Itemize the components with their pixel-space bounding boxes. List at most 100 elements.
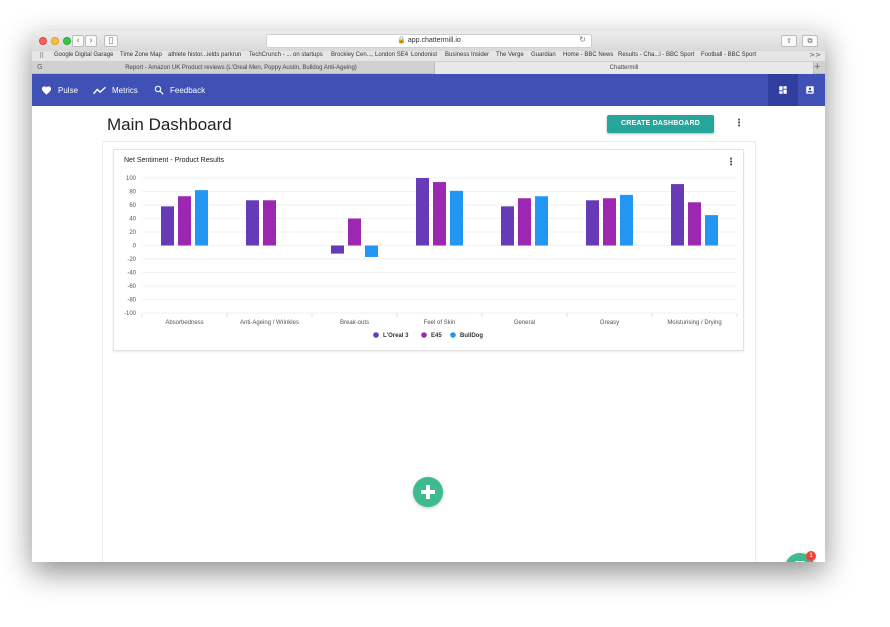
bar xyxy=(433,182,446,246)
bar xyxy=(263,200,276,246)
bookmark-item[interactable]: Guardian xyxy=(531,52,556,58)
plus-icon xyxy=(421,485,435,499)
bar xyxy=(603,198,616,246)
address-bar[interactable]: 🔒 app.chattermill.io ↻ xyxy=(266,34,592,48)
bookmark-item[interactable]: TechCrunch - ... on startups xyxy=(249,52,323,58)
nav-feedback-label: Feedback xyxy=(170,85,206,95)
bookmark-item[interactable]: Google Digital Garage xyxy=(54,52,114,58)
chart-title: Net Sentiment - Product Results xyxy=(124,157,224,164)
bar xyxy=(331,245,344,254)
add-widget-button[interactable] xyxy=(413,477,443,507)
y-tick-label: 0 xyxy=(133,244,137,250)
bookmark-item[interactable]: Football - BBC Sport xyxy=(701,52,757,58)
minimize-window-button[interactable] xyxy=(51,37,59,45)
legend-label: BullDog xyxy=(460,333,483,339)
maximize-window-button[interactable] xyxy=(63,37,71,45)
bar xyxy=(705,215,718,246)
nav-metrics[interactable]: Metrics xyxy=(93,74,138,106)
bookmark-item[interactable]: Brockley Cen..., London SE4 xyxy=(331,52,409,58)
legend-label: E45 xyxy=(431,333,442,339)
bar xyxy=(535,196,548,246)
x-tick-label: General xyxy=(514,320,535,326)
browser-window: ‹ › ▯ 🔒 app.chattermill.io ↻ ⇧ ⧉ ⠿ Googl… xyxy=(32,31,825,562)
legend-label: L'Oreal 3 xyxy=(383,333,409,339)
bar xyxy=(518,198,531,246)
notification-badge: 1 xyxy=(806,551,816,561)
y-tick-label: -40 xyxy=(127,271,136,277)
y-tick-label: -60 xyxy=(127,284,136,290)
lock-icon: 🔒 xyxy=(397,37,406,44)
account-button[interactable] xyxy=(795,74,825,106)
trend-line-icon xyxy=(93,86,106,94)
bar xyxy=(365,245,378,257)
back-icon[interactable]: ‹ xyxy=(72,35,84,47)
app-bar: Pulse Metrics Feedback xyxy=(32,74,825,106)
y-tick-label: -80 xyxy=(127,298,136,304)
google-icon: G xyxy=(37,63,43,71)
nav-metrics-label: Metrics xyxy=(112,85,138,95)
bookmarks-more-icon[interactable]: >> xyxy=(809,51,821,59)
x-tick-label: Anti-Ageing / Wrinkles xyxy=(240,320,299,326)
bar xyxy=(586,200,599,246)
dashboard-button[interactable] xyxy=(768,74,798,106)
x-tick-label: Absorbedness xyxy=(165,320,203,326)
nav-feedback[interactable]: Feedback xyxy=(154,74,205,106)
sidebar-toggle-icon[interactable]: ▯ xyxy=(104,35,118,47)
tab-chattermill[interactable]: Chattermill xyxy=(434,62,814,74)
bookmark-item[interactable]: Londonist xyxy=(411,52,438,58)
y-tick-label: 100 xyxy=(126,176,137,182)
nav-pulse[interactable]: Pulse xyxy=(41,74,78,106)
y-tick-label: 60 xyxy=(129,203,136,209)
bookmark-item[interactable]: Time Zone Map xyxy=(120,52,162,58)
bookmark-item[interactable]: Home - BBC News xyxy=(563,52,614,58)
account-box-icon xyxy=(806,86,814,94)
bar xyxy=(688,202,701,246)
share-icon[interactable]: ⇧ xyxy=(781,35,797,47)
close-window-button[interactable] xyxy=(39,37,47,45)
create-dashboard-button[interactable]: CREATE DASHBOARD xyxy=(607,115,714,133)
dashboard-icon xyxy=(779,86,787,94)
x-tick-label: Greasy xyxy=(600,320,619,326)
tab-bar: G Report - Amazon UK Product reviews (L'… xyxy=(32,62,825,74)
chart-card: Net Sentiment - Product Results ⋮ 100 80 6… xyxy=(113,149,744,351)
bar xyxy=(450,190,463,246)
bookmark-item[interactable]: athlete histor...ields parkrun xyxy=(168,52,242,58)
chart-menu-icon[interactable]: ⋮ xyxy=(726,157,736,168)
x-tick-label: Feel of Skin xyxy=(424,320,456,326)
legend-swatch xyxy=(421,332,427,338)
bar xyxy=(501,206,514,246)
search-icon xyxy=(154,85,164,95)
page-title: Main Dashboard xyxy=(107,115,232,134)
main-content: Main Dashboard CREATE DASHBOARD ⋮ Net Se… xyxy=(32,106,825,562)
more-options-icon[interactable]: ⋮ xyxy=(734,118,744,129)
title-bar: ‹ › ▯ 🔒 app.chattermill.io ↻ ⇧ ⧉ xyxy=(32,31,825,51)
bar xyxy=(246,200,259,246)
tabs-overview-icon[interactable]: ⧉ xyxy=(802,35,818,47)
dashboard-area xyxy=(102,141,756,562)
y-tick-label: 20 xyxy=(129,230,136,236)
chat-launcher-button[interactable] xyxy=(785,553,815,562)
y-tick-label: 80 xyxy=(129,190,136,196)
y-tick-label: -100 xyxy=(124,311,137,317)
bookmark-item[interactable]: Results - Cha...l - BBC Sport xyxy=(618,52,695,58)
legend-swatch xyxy=(373,332,379,338)
bar xyxy=(195,190,208,246)
bookmark-item[interactable]: The Verge xyxy=(496,52,524,58)
legend-swatch xyxy=(450,332,456,338)
grid-icon[interactable]: ⠿ xyxy=(39,52,45,60)
y-tick-label: 40 xyxy=(129,217,136,223)
tab-report[interactable]: Report - Amazon UK Product reviews (L'Or… xyxy=(125,65,357,71)
bar xyxy=(348,218,361,246)
heart-icon xyxy=(41,86,52,95)
reload-icon[interactable]: ↻ xyxy=(579,35,586,44)
url-text: app.chattermill.io xyxy=(407,37,461,44)
new-tab-icon[interactable]: + xyxy=(813,62,821,72)
bookmark-item[interactable]: Business Insider xyxy=(445,52,490,58)
y-tick-label: -20 xyxy=(127,257,136,263)
bar xyxy=(671,184,684,246)
bar xyxy=(161,206,174,246)
x-tick-label: Moisturising / Drying xyxy=(667,320,721,326)
bar xyxy=(620,194,633,246)
forward-icon[interactable]: › xyxy=(85,35,97,47)
bookmarks-bar: ⠿ Google Digital Garage Time Zone Map at… xyxy=(32,51,825,62)
